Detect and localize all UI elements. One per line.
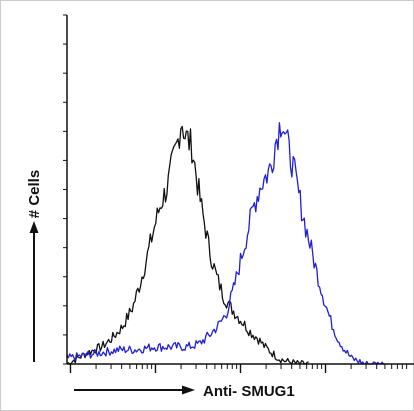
x-arrow-head (182, 385, 195, 395)
y-arrow-head (29, 221, 39, 233)
y-minor-ticks (63, 14, 67, 365)
y-axis-label: # Cells (26, 170, 43, 218)
x-axis-label: Anti- SMUG1 (203, 383, 295, 400)
series-2-histogram-line (66, 122, 385, 365)
series-1-histogram-line (66, 125, 309, 365)
x-log-ticks (69, 364, 408, 373)
